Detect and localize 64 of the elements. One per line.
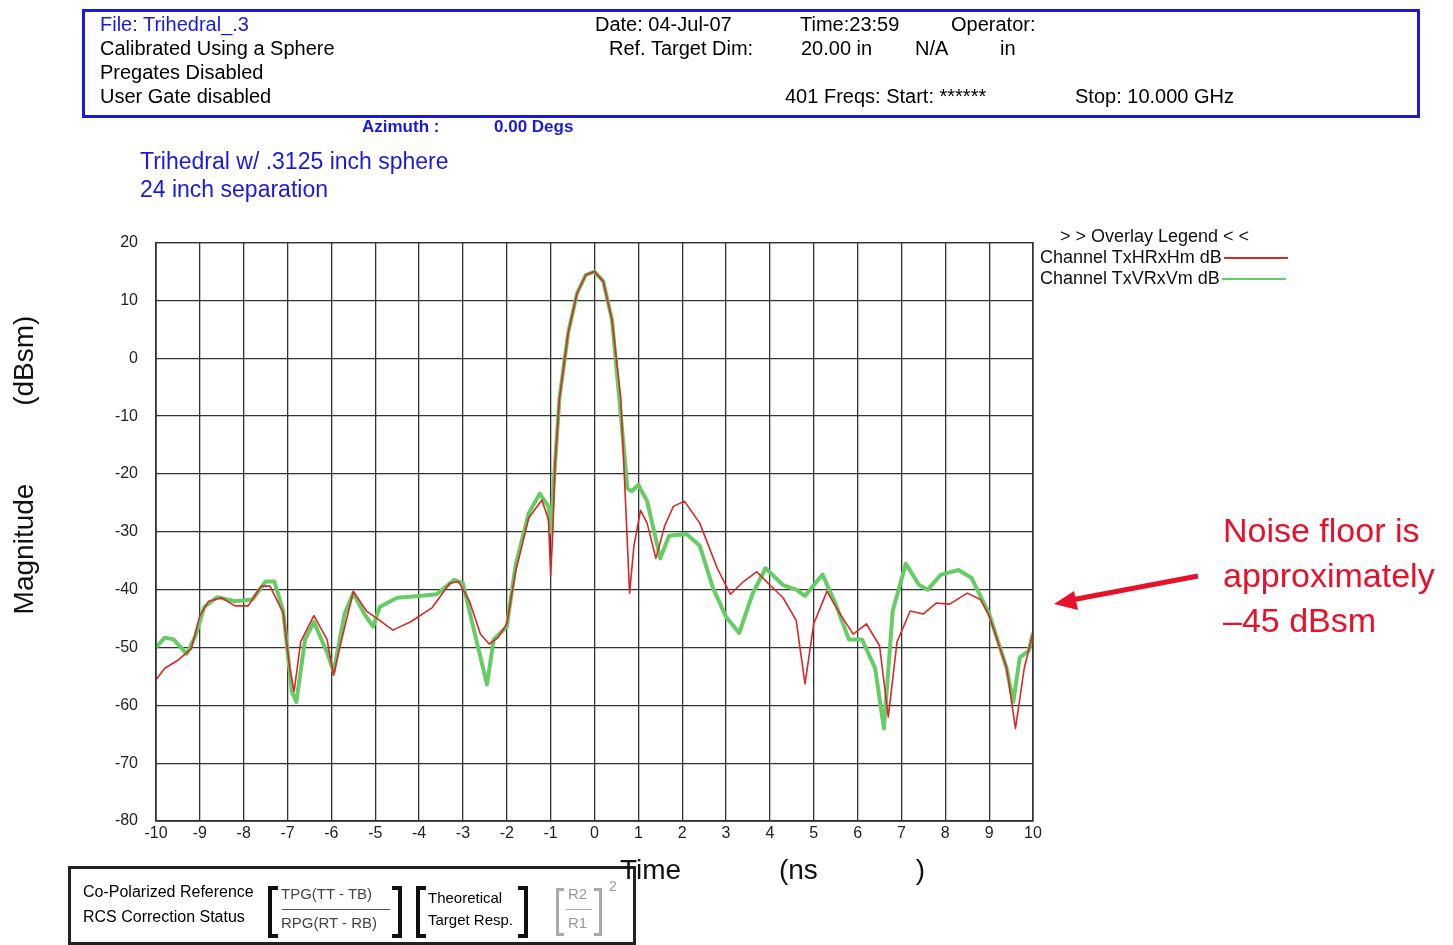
text: RCS Correction Status bbox=[83, 908, 245, 926]
text: Pregates Disabled bbox=[100, 61, 264, 84]
y-tick-label: -70 bbox=[114, 753, 139, 771]
x-tick-label: -2 bbox=[499, 824, 515, 842]
text: 2 bbox=[609, 878, 617, 894]
text: Co-Polarized Reference bbox=[83, 883, 254, 901]
text: Azimuth : bbox=[362, 117, 440, 137]
chart-title: Trihedral w/ .3125 inch sphere bbox=[140, 148, 449, 175]
x-tick-label: -7 bbox=[280, 824, 295, 842]
y-tick-label: -40 bbox=[114, 580, 139, 598]
y-tick-label: 0 bbox=[129, 348, 139, 366]
x-tick-label: -4 bbox=[411, 824, 427, 842]
x-tick-label: 0 bbox=[590, 824, 600, 842]
x-tick-label: -1 bbox=[543, 824, 558, 842]
text: 401 Freqs: Start: ****** bbox=[785, 85, 987, 108]
y-tick-label: 10 bbox=[120, 290, 139, 308]
legend-label: Channel TxVRxVm dB bbox=[1040, 268, 1220, 289]
y-tick-label: -20 bbox=[114, 464, 139, 482]
legend-title: > > Overlay Legend < < bbox=[1059, 226, 1251, 247]
x-tick-label: 9 bbox=[984, 824, 994, 842]
x-tick-label: 8 bbox=[940, 824, 950, 842]
text: User Gate disabled bbox=[100, 85, 272, 108]
text: RPG(RT - RB) bbox=[281, 914, 378, 931]
x-tick-label: -5 bbox=[368, 824, 383, 842]
y-tick-label: -50 bbox=[114, 637, 139, 655]
x-tick-label: 7 bbox=[897, 824, 906, 842]
x-tick-label: -6 bbox=[324, 824, 339, 842]
text: R1 bbox=[568, 914, 588, 931]
x-tick-label: 10 bbox=[1024, 824, 1042, 842]
x-tick-label: 1 bbox=[633, 824, 643, 842]
chart-subtitle: 24 inch separation bbox=[140, 176, 328, 203]
y-tick-label: -30 bbox=[114, 522, 139, 540]
text: Operator: bbox=[951, 13, 1036, 36]
text: Noise floor is approximately –45 dBsm bbox=[1223, 510, 1436, 641]
text: R2 bbox=[568, 885, 588, 902]
x-tick-label: 4 bbox=[765, 824, 775, 842]
x-tick-label: -10 bbox=[144, 824, 168, 842]
y-tick-label: -60 bbox=[114, 695, 139, 713]
text: Ref. Target Dim: bbox=[609, 37, 754, 60]
x-tick-label: -8 bbox=[236, 824, 251, 842]
text: Theoretical bbox=[428, 889, 503, 906]
y-axis-title: Magnitude (dBsm) bbox=[7, 315, 40, 615]
text: File: Trihedral_.3 bbox=[100, 13, 249, 36]
text: Stop: 10.000 GHz bbox=[1075, 85, 1234, 108]
x-tick-label: 5 bbox=[809, 824, 819, 842]
y-tick-label: -80 bbox=[114, 811, 139, 829]
text: 0.00 Degs bbox=[494, 117, 574, 137]
x-tick-label: -9 bbox=[192, 824, 208, 842]
text: TPG(TT - TB) bbox=[281, 885, 373, 902]
x-tick-label: -3 bbox=[455, 824, 471, 842]
text: Date: 04-Jul-07 bbox=[595, 13, 732, 36]
x-tick-label: 6 bbox=[853, 824, 863, 842]
x-tick-label: 2 bbox=[677, 824, 687, 842]
y-tick-label: -10 bbox=[114, 406, 139, 424]
legend-label: Channel TxHRxHm dB bbox=[1040, 247, 1222, 268]
y-tick-label: 20 bbox=[120, 233, 139, 251]
text: Target Resp. bbox=[428, 911, 514, 928]
text: Calibrated Using a Sphere bbox=[100, 37, 335, 60]
x-tick-label: 3 bbox=[721, 824, 731, 842]
text: in bbox=[1000, 37, 1016, 60]
x-axis-title: Time (ns ) bbox=[620, 854, 925, 886]
text: 20.00 in bbox=[801, 37, 873, 60]
text: Time:23:59 bbox=[800, 13, 900, 36]
text: N/A bbox=[915, 37, 949, 60]
